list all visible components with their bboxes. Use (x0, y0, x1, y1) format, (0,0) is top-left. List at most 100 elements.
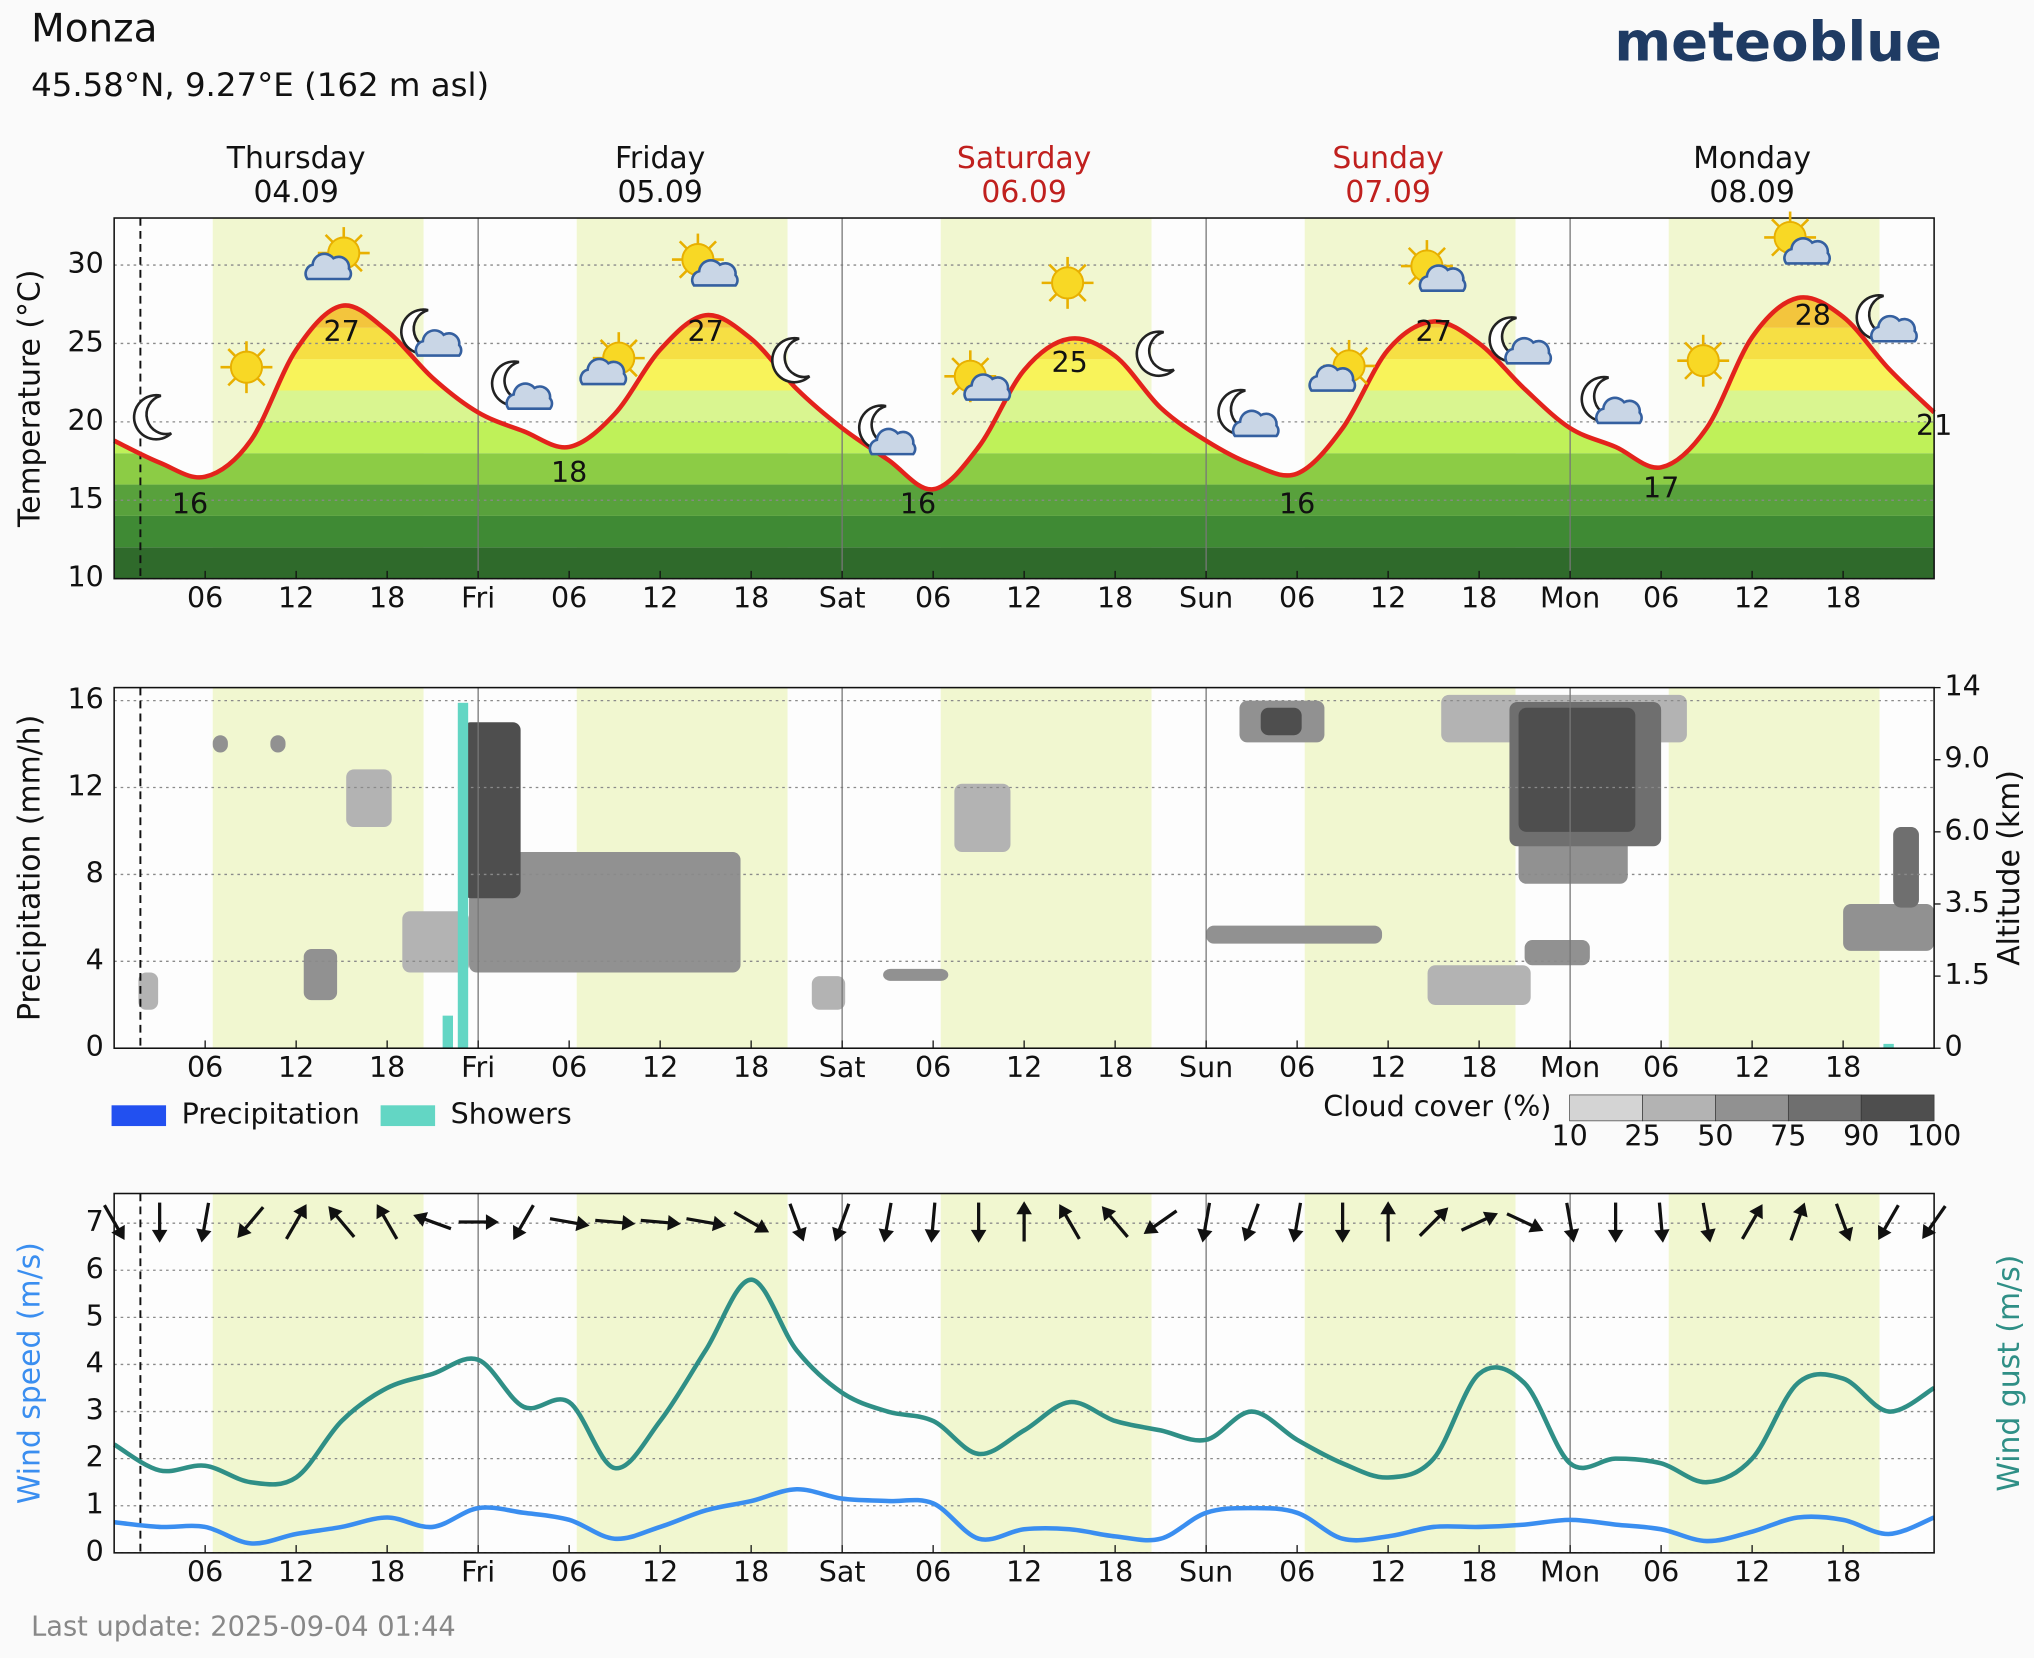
x-tick-label: 06 (1643, 581, 1679, 614)
x-tick-label: 18 (1097, 1556, 1133, 1589)
plot-frame (113, 686, 1935, 1050)
day-date: 04.09 (253, 175, 338, 210)
wind-arrow-shaft (241, 1206, 265, 1233)
x-tick-label: Sat (819, 581, 866, 614)
wind-arrow-head (1838, 1226, 1854, 1242)
wind-arrow (733, 1210, 770, 1233)
extreme-label: 25 (1051, 346, 1087, 379)
y-tick-label: 4 (86, 1346, 104, 1379)
wind-arrow (458, 1214, 499, 1230)
y-tick-label: 30 (67, 247, 103, 280)
wind-arrow-head (1700, 1228, 1716, 1243)
wind-arrow-head (1059, 1204, 1073, 1220)
wind-arrow-head (1877, 1224, 1892, 1241)
wind-arrow-shaft (1106, 1212, 1129, 1238)
colorbar-label: Cloud cover (%) (1323, 1090, 1551, 1123)
y2-tick-label: 0 (1944, 1030, 1962, 1063)
extreme-label: 16 (172, 487, 208, 520)
precipitation-bar (442, 1015, 454, 1049)
wind-arrow-shaft (516, 1204, 535, 1233)
plot-frame (113, 217, 1935, 580)
wind-arrow (285, 1204, 307, 1240)
daylight-band (940, 687, 1152, 1049)
cloud-cover-cell (954, 783, 1011, 853)
x-tick-label: 12 (1370, 1556, 1406, 1589)
colorbar-segment (1569, 1094, 1643, 1122)
wind-arrow-shaft (103, 1204, 122, 1233)
cloud-cover-cell (883, 968, 949, 981)
cloud-cover-cell (1518, 707, 1636, 832)
wind-arrow-head (237, 1223, 252, 1238)
wind-arrow-shaft (1834, 1203, 1849, 1234)
x-tick-label: 12 (642, 581, 678, 614)
wind-arrow-head (151, 1229, 168, 1243)
day-date: 08.09 (1709, 175, 1794, 210)
x-tick-label: 18 (369, 581, 405, 614)
daylight-band (576, 1193, 788, 1553)
cloud-cover-cell (1524, 940, 1590, 966)
colorbar-tick-label: 10 (1551, 1120, 1587, 1153)
wind-arrow-shaft (1789, 1210, 1804, 1241)
y-tick-label: 25 (67, 325, 103, 358)
x-tick-label: 18 (733, 1051, 769, 1084)
brand-logo: meteoblue (1614, 10, 1941, 74)
y-tick-label: 15 (67, 482, 103, 515)
wind-arrow (1143, 1209, 1178, 1234)
y2-axis-label: Altitude (km) (1992, 770, 2027, 966)
y2-axis-label: Wind gust (m/s) (1992, 1255, 2027, 1492)
wind-arrow (924, 1202, 941, 1243)
y2-tick-label: 14 (1944, 670, 1980, 703)
wind-arrow-shaft (332, 1212, 356, 1238)
y-axis-label: Precipitation (mm/h) (13, 715, 48, 1021)
extreme-label: 17 (1643, 472, 1679, 505)
legend-swatch (380, 1105, 436, 1127)
y-tick-label: 6 (86, 1252, 104, 1285)
x-tick-label: Mon (1540, 1556, 1600, 1589)
x-tick-label: 12 (1006, 1051, 1042, 1084)
y-axis-label: Wind speed (m/s) (13, 1242, 48, 1504)
x-tick-label: 18 (1825, 581, 1861, 614)
wind-arrow-shaft (1881, 1204, 1900, 1233)
wind-arrow-head (1101, 1206, 1117, 1222)
colorbar-tick-label: 100 (1907, 1120, 1961, 1153)
wind-arrow-head (621, 1214, 636, 1231)
cloud-cover-cell (270, 735, 286, 753)
colorbar-tick-label: 50 (1697, 1120, 1733, 1153)
cloud-cover-cell (138, 972, 159, 1010)
wind-arrow-head (1528, 1218, 1544, 1233)
series-line (112, 1277, 1936, 1487)
x-tick-label: Sun (1179, 1051, 1233, 1084)
wind-arrow (1654, 1202, 1670, 1243)
day-name: Monday (1693, 141, 1811, 176)
wind-arrow-head (1792, 1202, 1808, 1218)
x-tick-label: 06 (1279, 1556, 1315, 1589)
wind-arrow-head (1288, 1228, 1304, 1243)
x-tick-label: 06 (915, 581, 951, 614)
wind-arrow-shaft (1460, 1215, 1491, 1232)
x-tick-label: 18 (369, 1051, 405, 1084)
wind-arrow-head (1016, 1201, 1032, 1215)
y-tick-label: 12 (67, 770, 103, 803)
wind-arrow (1380, 1201, 1396, 1242)
wind-arrow-head (485, 1214, 499, 1230)
wind-arrow-head (1749, 1204, 1763, 1220)
x-tick-label: 12 (278, 581, 314, 614)
wind-arrow (686, 1215, 727, 1232)
wind-arrow (970, 1202, 987, 1243)
wind-arrow-shaft (640, 1218, 672, 1225)
wind-arrow-shaft (1926, 1205, 1947, 1233)
wind-arrow (1922, 1205, 1947, 1240)
x-tick-label: 06 (551, 1556, 587, 1589)
wind-arrow (413, 1212, 452, 1231)
wind-arrow-head (1197, 1228, 1213, 1243)
wind-arrow-head (1334, 1229, 1351, 1243)
y-tick-label: 8 (86, 856, 104, 889)
wind-arrow (103, 1204, 125, 1241)
extreme-label: 27 (1415, 315, 1451, 348)
day-date: 05.09 (617, 175, 702, 210)
x-tick-label: 06 (1643, 1556, 1679, 1589)
cloud-cover-cell (811, 976, 846, 1010)
colorbar-tick-label: 90 (1843, 1120, 1879, 1153)
wind-arrow (640, 1214, 681, 1231)
